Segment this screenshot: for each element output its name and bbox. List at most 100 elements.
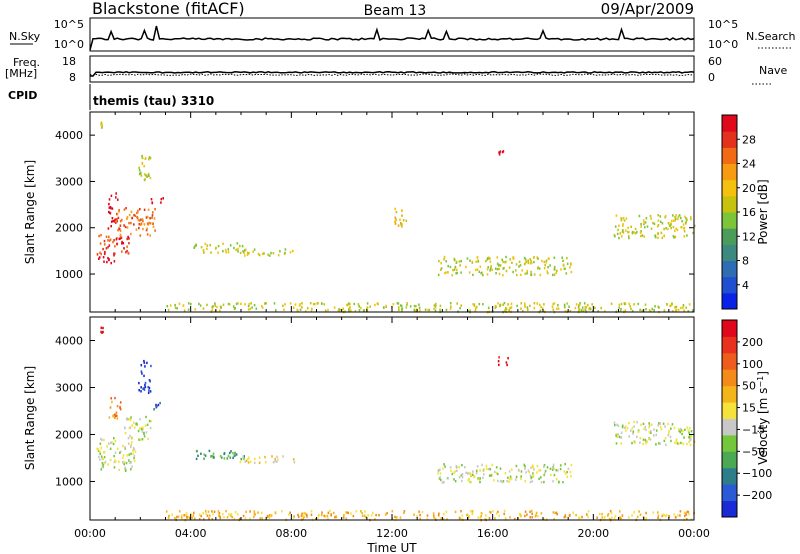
scatter-patch-7: [497, 356, 509, 367]
scatter-patch-0: [98, 254, 116, 265]
velocity-colorbar-tick: −100: [742, 467, 772, 480]
colorbar-segment: [722, 434, 737, 452]
scatter-patch-10: [613, 214, 696, 240]
power-panel: 1000 2000 3000 4000 Slant Range [km] 4 8 12 16…: [23, 111, 770, 314]
scatter-patch-3: [138, 359, 152, 395]
scatter-patch-3: [115, 207, 156, 237]
scatter-patch-11: [166, 301, 694, 314]
power-colorbar-tick: 8: [742, 255, 749, 268]
velocity-colorbar: 200 100 50 15 −15 −50 −100 −200: [721, 319, 772, 518]
power-colorbar-tick: 20: [742, 182, 756, 195]
scatter-patch-8: [437, 462, 573, 484]
y-tick-label: 1000: [55, 475, 83, 488]
velocity-scatter: [96, 326, 696, 522]
x-tick-label: 00:00: [678, 527, 710, 540]
scatter-patch-9: [437, 255, 573, 277]
velocity-colorbar-tick: −15: [742, 423, 765, 436]
freq-tick-top: 18: [62, 55, 76, 68]
colorbar-segment: [722, 500, 737, 518]
scatter-patch-13: [100, 121, 103, 129]
velocity-colorbar-tick: 200: [742, 336, 763, 349]
nsky-tick-bottom: 10^0: [54, 38, 84, 51]
velocity-colorbar-tick: 100: [742, 358, 763, 371]
colorbar-segment: [722, 484, 737, 502]
velocity-y-axis: 1000 2000 3000 4000: [55, 334, 694, 488]
velocity-colorbar-tick: −50: [742, 445, 765, 458]
nave-trace: [89, 73, 695, 77]
beam-title: Beam 13: [364, 3, 427, 19]
power-y-axis-label: Slant Range [km]: [23, 160, 37, 264]
velocity-x-axis: 00:00 04:00 08:00 12:00 16:00 20:00 00:00: [74, 317, 710, 540]
colorbar-segment: [722, 292, 737, 310]
y-tick-label: 2000: [55, 222, 83, 235]
scatter-patch-12: [394, 207, 408, 228]
y-tick-label: 3000: [55, 175, 83, 188]
x-tick-label: 16:00: [477, 527, 509, 540]
cpid-panel: CPID themis (tau) 3310: [8, 84, 214, 110]
colorbar-segment: [722, 131, 737, 148]
scatter-patch-6: [193, 242, 246, 255]
velocity-panel: 1000 2000 3000 4000 00:00 04:00 08:00 12:00 16:…: [23, 316, 772, 554]
nave-tick-bottom: 0: [708, 71, 715, 84]
colorbar-segment: [722, 276, 737, 294]
y-tick-label: 4000: [55, 334, 83, 347]
station-title: Blackstone (fitACF): [92, 0, 245, 18]
colorbar-segment: [722, 336, 737, 354]
power-colorbar-tick: 28: [742, 133, 756, 146]
freq-trace: [90, 71, 695, 77]
velocity-frame: [89, 316, 695, 521]
power-colorbar: 4 8 12 16 20 24 28: [721, 114, 756, 310]
scatter-patch-7: [242, 248, 294, 257]
colorbar-segment: [722, 195, 737, 213]
freq-panel: Freq. [MHz] 18 8 60 0 Nave: [5, 55, 787, 85]
colorbar-segment: [722, 402, 737, 419]
freq-label: Freq.: [13, 56, 40, 69]
x-tick-label: 20:00: [577, 527, 609, 540]
colorbar-segment: [722, 179, 737, 197]
x-tick-label: 00:00: [74, 527, 106, 540]
freq-unit: [MHz]: [5, 67, 37, 80]
velocity-colorbar-tick: 50: [742, 380, 756, 393]
freq-tick-bottom: 8: [69, 71, 76, 84]
colorbar-segment: [722, 115, 737, 132]
scatter-patch-5: [150, 197, 164, 205]
scatter-patch-1: [96, 234, 130, 256]
scatter-patch-4: [153, 401, 161, 411]
colorbar-segment: [722, 467, 737, 485]
nsearch-label: N.Search: [746, 30, 796, 43]
scatter-patch-1: [108, 396, 122, 420]
scatter-patch-6: [239, 455, 296, 465]
colorbar-segment: [722, 451, 737, 469]
velocity-colorbar-label: Velocity [m s−1]: [756, 371, 771, 465]
nsky-panel: N.Sky 10^5 10^0 10^5 10^0 N.Search: [9, 17, 796, 52]
scatter-patch-2: [124, 415, 152, 441]
freq-frame: [89, 55, 695, 83]
power-x-ticks: [89, 112, 695, 312]
colorbar-segment: [722, 418, 737, 436]
scatter-patch-2: [107, 192, 119, 230]
power-colorbar-tick: 12: [742, 230, 756, 243]
scatter-patch-5: [195, 449, 245, 461]
colorbar-segment: [722, 212, 737, 229]
power-colorbar-tick: 4: [742, 279, 749, 292]
colorbar-segment: [722, 320, 737, 337]
y-tick-label: 4000: [55, 129, 83, 142]
colorbar-segment: [722, 244, 737, 261]
nsearch-tick-top: 10^5: [708, 18, 738, 31]
scatter-patch-8: [498, 150, 505, 156]
nave-tick-top: 60: [708, 55, 722, 68]
velocity-colorbar-tick: 15: [742, 402, 756, 415]
scatter-patch-9: [613, 420, 696, 447]
power-colorbar-tick: 16: [742, 206, 756, 219]
power-colorbar-tick: 24: [742, 158, 756, 171]
scatter-patch-11: [100, 326, 104, 334]
power-frame: [89, 111, 695, 313]
colorbar-segment: [722, 385, 737, 403]
velocity-y-axis-label: Slant Range [km]: [23, 366, 37, 470]
scatter-patch-4: [138, 154, 152, 182]
nave-label: Nave: [759, 64, 787, 77]
colorbar-segment: [722, 260, 737, 278]
colorbar-segment: [722, 147, 737, 164]
colorbar-segment: [722, 163, 737, 181]
